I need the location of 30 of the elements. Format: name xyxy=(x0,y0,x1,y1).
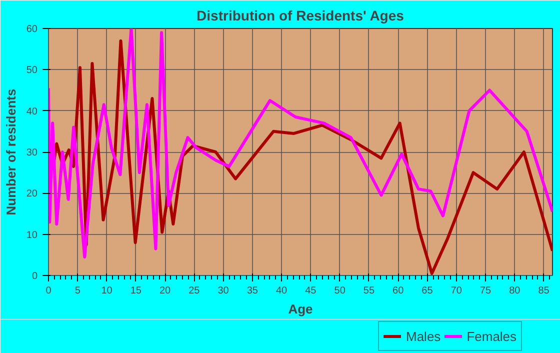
x-tick-label: 30 xyxy=(218,286,230,296)
x-tick-label: 85 xyxy=(538,286,550,296)
x-tick-label: 55 xyxy=(363,286,375,296)
legend-label: Females xyxy=(466,328,517,344)
y-tick-label: 50 xyxy=(26,65,38,76)
x-tick-label: 35 xyxy=(246,286,258,296)
x-tick-label: 45 xyxy=(305,286,317,296)
y-tick-label: 60 xyxy=(26,24,38,35)
x-tick-label: 75 xyxy=(480,286,492,296)
y-tick-label: 40 xyxy=(26,106,38,118)
x-tick-label: 20 xyxy=(159,286,172,296)
y-tick-label: 10 xyxy=(26,230,38,241)
x-tick-label: 10 xyxy=(101,286,113,296)
x-tick-label: 80 xyxy=(509,286,521,296)
legend-label: Males xyxy=(406,328,441,344)
y-axis-title: Number of residents xyxy=(3,88,18,216)
x-tick-label: 25 xyxy=(188,286,200,296)
chart-title: Distribution of Residents' Ages xyxy=(196,8,404,24)
x-tick-label: 50 xyxy=(334,286,346,296)
x-tick-label: 65 xyxy=(422,286,434,296)
x-axis-title: Age xyxy=(288,302,313,316)
y-tick-label: 30 xyxy=(26,148,38,158)
x-tick-label: 60 xyxy=(392,286,404,296)
x-tick-label: 5 xyxy=(74,286,81,296)
x-tick-label: 70 xyxy=(450,286,462,296)
x-tick-label: 40 xyxy=(276,286,288,296)
x-tick-label: 15 xyxy=(130,286,142,296)
y-tick-label: 0 xyxy=(32,271,38,282)
x-tick-label: 0 xyxy=(46,286,52,296)
y-tick-label: 20 xyxy=(26,188,38,200)
